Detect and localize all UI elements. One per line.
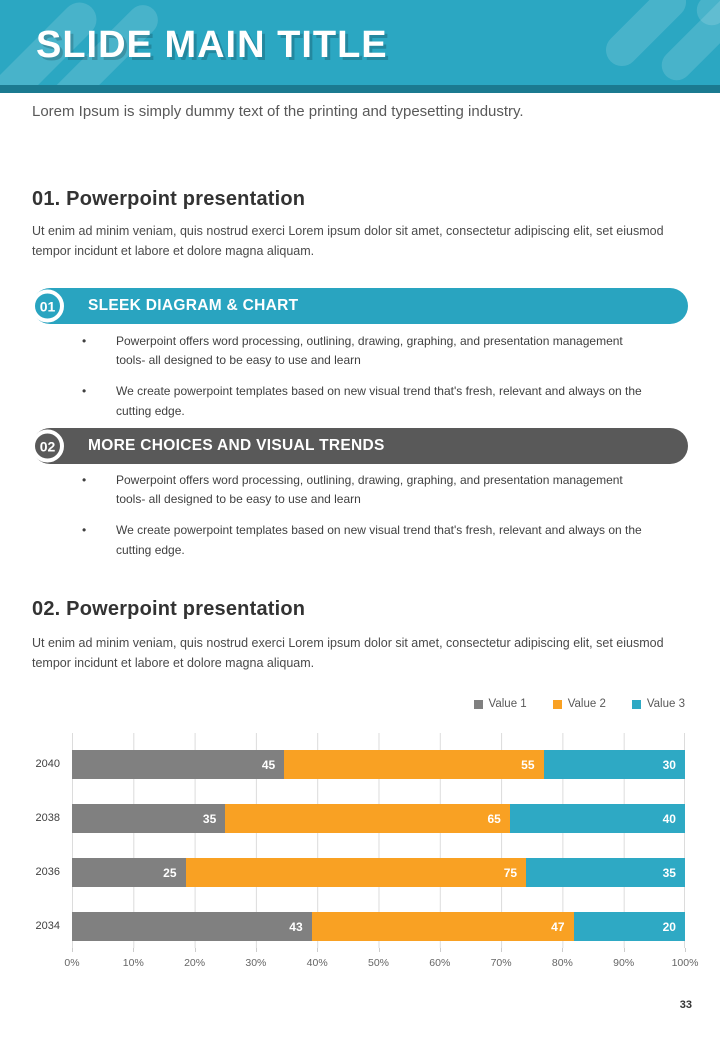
bar-segment-value-1: 25 (72, 858, 186, 887)
section-2-body: Ut enim ad minim veniam, quis nostrud ex… (32, 636, 664, 670)
chart-legend: Value 1 Value 2 Value 3 (473, 698, 685, 710)
x-axis-tick-mark (194, 948, 196, 952)
y-axis-label: 2034 (35, 920, 60, 932)
bar-row-2036: 25 75 35 (72, 858, 685, 887)
section-2-heading: 02. Powerpoint presentation (32, 598, 306, 620)
x-axis-tick-label: 20% (184, 957, 206, 969)
legend-item: Value 1 (473, 698, 527, 710)
bullet-item: • We create powerpoint templates based on… (82, 382, 642, 420)
x-axis-tick-mark (685, 948, 686, 952)
x-axis-tick-mark (439, 948, 441, 952)
legend-label: Value 2 (567, 698, 606, 710)
bar-segment-value-2: 75 (185, 858, 527, 887)
page-number: 33 (679, 999, 692, 1011)
legend-item: Value 3 (631, 698, 685, 710)
chart-plot: 45 55 30 2040 35 65 40 2038 25 75 35 2036 43 47 20 2034… (36, 733, 698, 969)
bar-row-2038: 35 65 40 (72, 804, 685, 833)
bar-segment-value-1: 43 (72, 912, 312, 941)
x-axis-tick-mark (72, 948, 73, 952)
bullet-text: We create powerpoint templates based on … (116, 523, 642, 557)
bullet-text: Powerpoint offers word processing, outli… (116, 473, 623, 507)
legend-swatch-icon (552, 699, 562, 709)
banner-2-bullets: • Powerpoint offers word processing, outl… (82, 471, 642, 572)
x-axis-tick-label: 50% (367, 957, 390, 969)
x-axis-tick-label: 30% (245, 957, 267, 969)
legend-swatch-icon (473, 699, 483, 709)
bullet-marker-icon: • (82, 384, 87, 399)
x-axis-tick-label: 70% (490, 957, 512, 969)
bar-segment-value-2: 47 (311, 912, 574, 941)
banner-number-badge: 01 (31, 289, 64, 323)
bullet-marker-icon: • (82, 523, 87, 538)
bar-segment-value-1: 45 (72, 750, 285, 779)
x-axis-tick-label: 100% (671, 957, 699, 969)
legend-label: Value 3 (646, 698, 685, 710)
bullet-text: Powerpoint offers word processing, outli… (116, 334, 623, 368)
bar-segment-value-3: 20 (573, 912, 685, 941)
x-axis-tick-label: 10% (122, 957, 144, 969)
banner-title: MORE CHOICES AND VISUAL TRENDS (88, 437, 385, 454)
x-axis-tick-mark (501, 948, 503, 952)
header-banner: SLIDE MAIN TITLE (0, 0, 720, 93)
bullet-item: • Powerpoint offers word processing, outl… (82, 471, 642, 509)
bar-segment-value-2: 65 (225, 804, 510, 833)
bullet-marker-icon: • (82, 473, 87, 487)
x-axis-tick-mark (562, 948, 564, 952)
y-axis-label: 2040 (35, 758, 60, 770)
x-axis-tick-label: 60% (429, 957, 451, 969)
bar-segment-value-3: 35 (526, 858, 685, 887)
x-axis-tick-mark (378, 948, 380, 952)
bar-segment-value-3: 30 (543, 750, 685, 779)
x-axis-tick-mark (623, 948, 625, 952)
section-1-body: Ut enim ad minim veniam, quis nostrud ex… (32, 224, 664, 258)
bullet-text: We create powerpoint templates based on … (116, 384, 642, 418)
banner-sleek-diagram: 01 SLEEK DIAGRAM & CHART (31, 288, 688, 324)
y-axis-label: 2036 (35, 866, 60, 878)
page-title: SLIDE MAIN TITLE (36, 24, 388, 66)
x-axis-tick-label: 0% (64, 957, 80, 969)
x-axis-tick-mark (317, 948, 319, 952)
x-axis-tick-label: 80% (551, 957, 573, 969)
x-axis-tick-mark (255, 948, 257, 952)
banner-title: SLEEK DIAGRAM & CHART (88, 297, 299, 314)
bullet-item: • Powerpoint offers word processing, outl… (82, 332, 642, 370)
x-axis-tick-mark (133, 948, 135, 952)
banner-number-badge: 02 (31, 429, 64, 463)
intro-text: Lorem Ipsum is simply dummy text of the … (32, 103, 524, 120)
bullet-marker-icon: • (82, 334, 87, 348)
x-axis-tick-label: 40% (306, 957, 328, 969)
bar-segment-value-3: 40 (509, 804, 685, 833)
legend-label: Value 1 (488, 698, 527, 710)
legend-item: Value 2 (552, 698, 606, 710)
banner-1-bullets: • Powerpoint offers word processing, outl… (82, 332, 642, 433)
bar-segment-value-1: 35 (72, 804, 226, 833)
bar-row-2040: 45 55 30 (72, 750, 685, 779)
banner-more-choices: 02 MORE CHOICES AND VISUAL TRENDS (31, 428, 688, 464)
section-1-heading: 01. Powerpoint presentation (32, 188, 306, 210)
bar-row-2034: 43 47 20 (72, 912, 685, 941)
y-axis-label: 2038 (35, 812, 60, 824)
bullet-item: • We create powerpoint templates based on… (82, 521, 642, 559)
bar-segment-value-2: 55 (284, 750, 544, 779)
x-axis-tick-label: 90% (613, 957, 635, 969)
legend-swatch-icon (631, 699, 641, 709)
